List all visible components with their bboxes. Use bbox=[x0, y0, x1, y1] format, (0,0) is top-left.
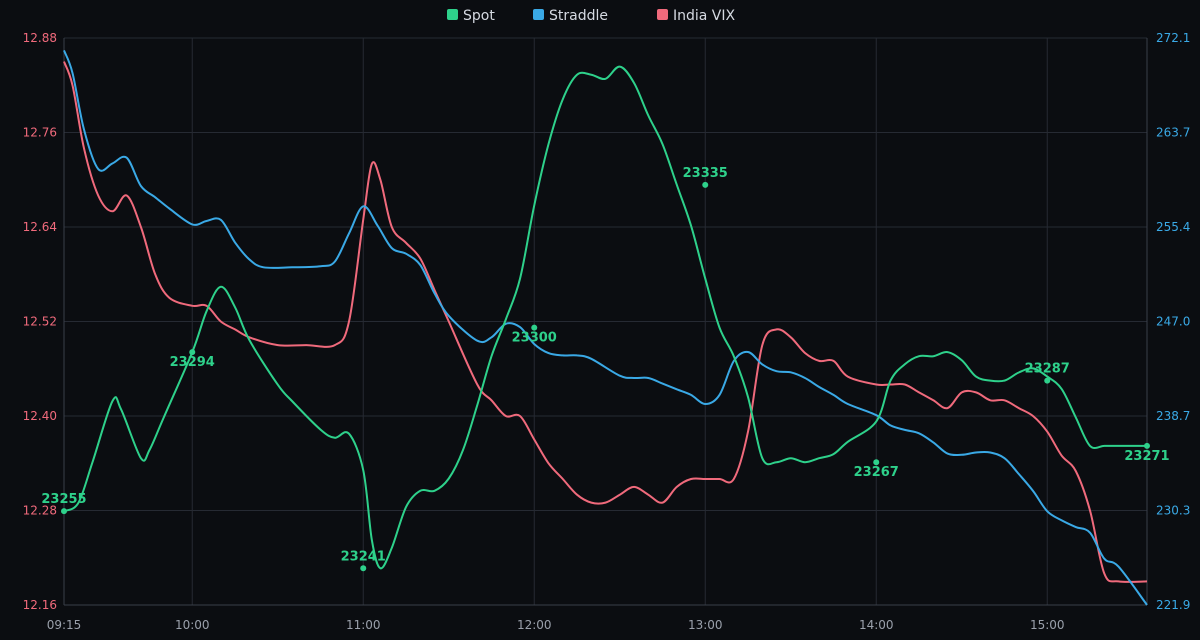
left-tick-label: 12.52 bbox=[23, 315, 57, 329]
series-lines bbox=[63, 50, 1148, 606]
spot-point bbox=[1144, 442, 1150, 449]
right-tick-label: 221.9 bbox=[1156, 598, 1190, 612]
spot-point bbox=[61, 508, 67, 515]
legend-swatch-india-vix bbox=[657, 9, 668, 20]
legend-swatch-straddle bbox=[533, 9, 544, 20]
right-tick-label: 263.7 bbox=[1156, 126, 1190, 140]
series-line-spot bbox=[63, 65, 1147, 570]
right-tick-label: 272.1 bbox=[1156, 31, 1190, 45]
legend-swatch-spot bbox=[447, 9, 458, 20]
legend-label-straddle: Straddle bbox=[549, 8, 608, 24]
spot-point bbox=[360, 565, 367, 572]
spot-point bbox=[189, 349, 196, 356]
x-tick-label: 14:00 bbox=[859, 618, 894, 632]
right-tick-label: 238.7 bbox=[1156, 409, 1190, 423]
legend-label-india-vix: India VIX bbox=[673, 8, 736, 24]
point-labels: 23255 23294 23241 23300 23335 23267 23287 23271 bbox=[41, 166, 1170, 572]
left-tick-label: 12.40 bbox=[23, 409, 57, 423]
x-tick-label: 10:00 bbox=[175, 618, 210, 632]
left-tick-label: 12.28 bbox=[23, 504, 57, 518]
left-tick-label: 12.88 bbox=[23, 31, 57, 45]
right-tick-label: 255.4 bbox=[1156, 220, 1190, 234]
x-tick-label: 15:00 bbox=[1030, 618, 1065, 632]
spot-point-label: 23255 bbox=[41, 492, 86, 507]
x-tick-label: 09:15 bbox=[47, 618, 82, 632]
spot-point-label: 23271 bbox=[1124, 449, 1169, 464]
legend: Spot Straddle India VIX bbox=[447, 8, 736, 24]
spot-point-label: 23267 bbox=[854, 465, 899, 480]
left-tick-label: 12.16 bbox=[23, 598, 57, 612]
left-axis-ticks: 12.88 12.76 12.64 12.52 12.40 12.28 12.16 bbox=[23, 31, 57, 612]
right-tick-label: 230.3 bbox=[1156, 504, 1190, 518]
spot-point-label: 23287 bbox=[1025, 362, 1070, 377]
spot-point-label: 23294 bbox=[170, 355, 215, 370]
x-tick-label: 13:00 bbox=[688, 618, 723, 632]
right-axis-ticks: 272.1 263.7 255.4 247.0 238.7 230.3 221.9 bbox=[1156, 31, 1190, 612]
legend-label-spot: Spot bbox=[463, 8, 495, 24]
series-line-straddle bbox=[63, 50, 1148, 606]
spot-point-label: 23335 bbox=[683, 166, 728, 181]
x-axis-ticks: 09:15 10:00 11:00 12:00 13:00 14:00 15:00 bbox=[47, 618, 1065, 632]
spot-point-label: 23300 bbox=[512, 331, 557, 346]
spot-point bbox=[531, 324, 538, 331]
spot-point-label: 23241 bbox=[341, 549, 386, 564]
right-tick-label: 247.0 bbox=[1156, 315, 1190, 329]
spot-point bbox=[873, 459, 880, 466]
x-tick-label: 11:00 bbox=[346, 618, 381, 632]
left-tick-label: 12.64 bbox=[23, 220, 57, 234]
spot-point bbox=[1044, 377, 1051, 384]
x-tick-label: 12:00 bbox=[517, 618, 552, 632]
left-tick-label: 12.76 bbox=[23, 126, 57, 140]
series-line-india-vix bbox=[63, 61, 1148, 583]
spot-point bbox=[702, 181, 709, 188]
grid bbox=[64, 37, 1147, 605]
